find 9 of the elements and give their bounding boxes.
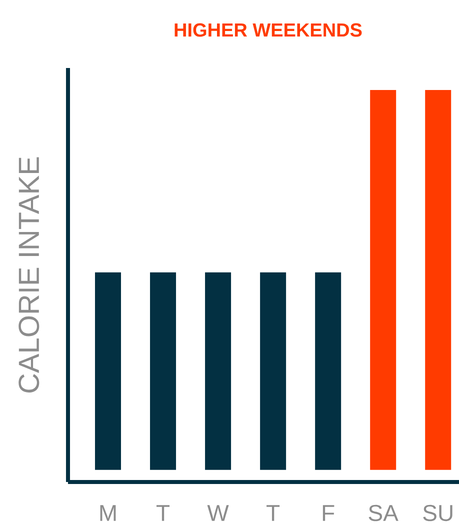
y-axis-title: CALORIE INTAKE xyxy=(18,157,40,393)
x-tick-label: SU xyxy=(423,504,452,522)
x-tick-label: W xyxy=(207,505,229,521)
x-tick-label: T xyxy=(266,505,280,521)
x-tick-label: M xyxy=(100,505,116,521)
x-tick-label: F xyxy=(322,505,334,521)
x-tick-label: SA xyxy=(368,504,398,522)
x-tick-label: T xyxy=(156,505,170,521)
chart-title: HIGHER WEEKENDS xyxy=(174,23,362,37)
